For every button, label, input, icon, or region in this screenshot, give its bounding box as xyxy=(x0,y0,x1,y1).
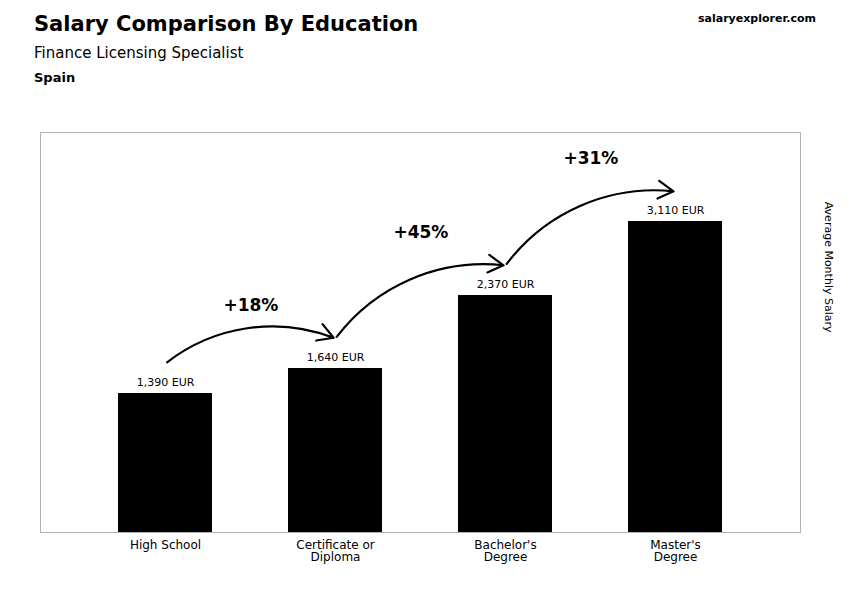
svg-text:+45%: +45% xyxy=(393,222,448,242)
html-text:salaryexplorer.com: salaryexplorer.com xyxy=(698,12,816,25)
svg-text:High School: High School xyxy=(130,538,201,552)
svg-text:3,110 EUR: 3,110 EUR xyxy=(647,204,705,217)
html-text:Finance Licensing Specialist: Finance Licensing Specialist xyxy=(34,44,244,62)
svg-text:+18%: +18% xyxy=(223,295,278,315)
html-text:Spain: Spain xyxy=(34,70,76,85)
html-text:Salary Comparison By Education: Salary Comparison By Education xyxy=(34,12,419,36)
svg-text:Average Monthly Salary: Average Monthly Salary xyxy=(822,202,835,333)
svg-text:2,370 EUR: 2,370 EUR xyxy=(477,278,535,291)
svg-text:Master'sDegree: Master'sDegree xyxy=(650,538,701,564)
svg-text:Certificate orDiploma: Certificate orDiploma xyxy=(296,538,374,564)
svg-text:Bachelor'sDegree: Bachelor'sDegree xyxy=(474,538,536,564)
svg-text:1,640 EUR: 1,640 EUR xyxy=(307,351,365,364)
svg-text:+31%: +31% xyxy=(563,148,618,168)
svg-text:1,390 EUR: 1,390 EUR xyxy=(137,376,195,389)
